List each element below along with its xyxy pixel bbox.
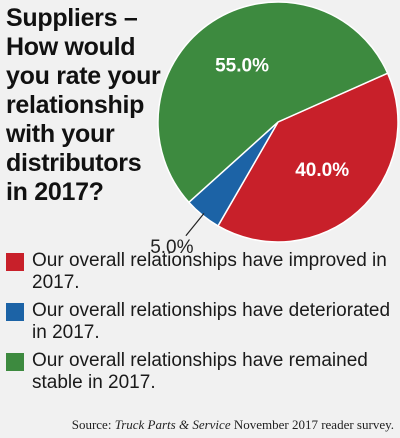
pie-slice-improved bbox=[216, 72, 399, 243]
legend-label-improved: Our overall relationships have improved … bbox=[32, 250, 387, 293]
chart-title: Suppliers – How would you rate your rela… bbox=[6, 4, 161, 206]
legend-swatch-deteriorated bbox=[6, 303, 24, 321]
source-publication: Truck Parts & Service bbox=[114, 417, 231, 432]
legend-swatch-stable bbox=[6, 353, 24, 371]
data-label-improved: 40.0% bbox=[295, 160, 349, 181]
legend-item-improved: Our overall relationships have improved … bbox=[6, 250, 396, 294]
legend-label-stable: Our overall relationships have remained … bbox=[32, 350, 368, 393]
legend-swatch-improved bbox=[6, 253, 24, 271]
legend-item-deteriorated: Our overall relationships have deteriora… bbox=[6, 300, 396, 344]
legend-item-stable: Our overall relationships have remained … bbox=[6, 350, 396, 394]
callout-line-deteriorated bbox=[185, 213, 205, 237]
legend-label-deteriorated: Our overall relationships have deteriora… bbox=[32, 300, 391, 343]
data-label-stable: 55.0% bbox=[215, 56, 269, 77]
legend: Our overall relationships have improved … bbox=[6, 250, 396, 400]
data-label-deteriorated: 5.0% bbox=[150, 237, 193, 258]
source-prefix: Source: bbox=[71, 417, 115, 432]
source-note: Source: Truck Parts & Service November 2… bbox=[0, 417, 394, 433]
source-suffix: November 2017 reader survey. bbox=[230, 417, 394, 432]
pie-slice-stable bbox=[157, 1, 389, 204]
